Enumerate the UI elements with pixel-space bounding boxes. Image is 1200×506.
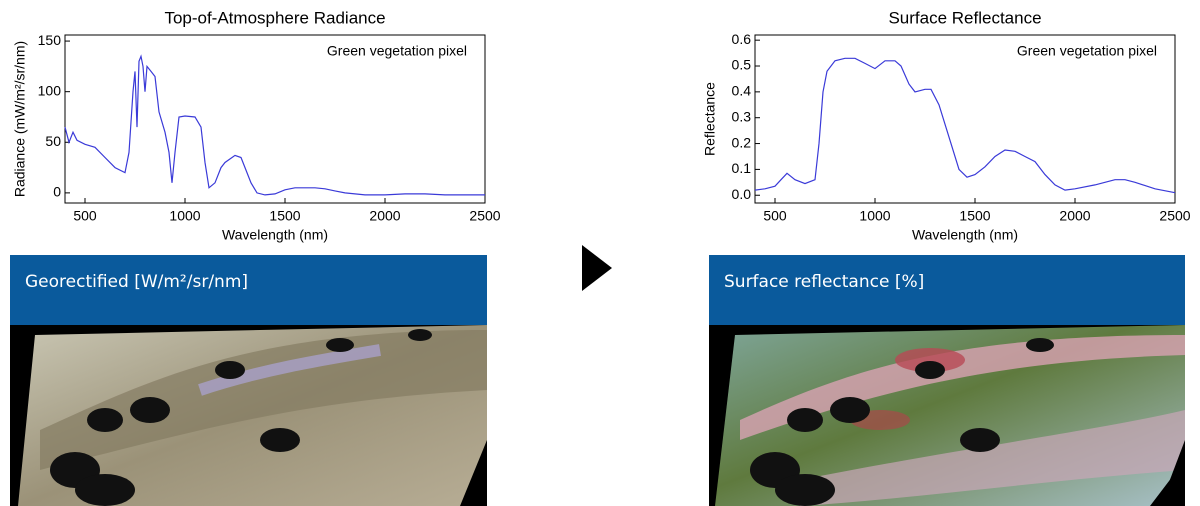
y-tick-label: 150 bbox=[38, 32, 62, 48]
annotation: Green vegetation pixel bbox=[327, 43, 467, 59]
x-tick-label: 1000 bbox=[859, 208, 890, 224]
x-tick-label: 2000 bbox=[369, 208, 400, 224]
x-axis-label: Wavelength (nm) bbox=[912, 227, 1018, 243]
image bbox=[709, 325, 1185, 506]
chart-title: Top-of-Atmosphere Radiance bbox=[164, 8, 385, 27]
plot-frame bbox=[754, 34, 1176, 204]
y-tick-label: 0 bbox=[53, 184, 61, 200]
y-tick-label: 0.1 bbox=[732, 160, 752, 176]
y-axis-label: Reflectance bbox=[702, 82, 718, 156]
x-tick-label: 1500 bbox=[959, 208, 990, 224]
x-tick-label: 2000 bbox=[1059, 208, 1090, 224]
data-line bbox=[754, 57, 1176, 194]
chart-title: Surface Reflectance bbox=[888, 8, 1041, 27]
x-tick-label: 1000 bbox=[169, 208, 200, 224]
panel-header bbox=[709, 255, 1185, 325]
y-axis-label: Radiance (mW/m²/sr/nm) bbox=[12, 41, 28, 197]
panel-label: Surface reflectance [%] bbox=[724, 272, 924, 292]
y-tick-label: 0.3 bbox=[732, 108, 752, 124]
panel-label: Georectified [W/m²/sr/nm] bbox=[25, 272, 248, 292]
x-tick-label: 2500 bbox=[1159, 208, 1190, 224]
data-line bbox=[64, 54, 485, 196]
y-tick-label: 0.2 bbox=[732, 134, 752, 150]
x-tick-label: 1500 bbox=[269, 208, 300, 224]
y-tick-label: 0.0 bbox=[732, 186, 752, 202]
x-axis-label: Wavelength (nm) bbox=[222, 227, 328, 243]
x-tick-label: 2500 bbox=[469, 208, 500, 224]
y-tick-label: 0.4 bbox=[732, 83, 752, 99]
plot-frame bbox=[64, 34, 486, 204]
image bbox=[10, 325, 487, 506]
x-tick-label: 500 bbox=[763, 208, 787, 224]
y-tick-label: 100 bbox=[38, 82, 62, 98]
y-tick-label: 50 bbox=[45, 133, 61, 149]
annotation: Green vegetation pixel bbox=[1017, 43, 1157, 59]
y-tick-label: 0.5 bbox=[732, 57, 752, 73]
x-tick-label: 500 bbox=[73, 208, 97, 224]
arrow bbox=[582, 245, 612, 291]
panel-header bbox=[10, 255, 487, 325]
y-tick-label: 0.6 bbox=[732, 31, 752, 47]
